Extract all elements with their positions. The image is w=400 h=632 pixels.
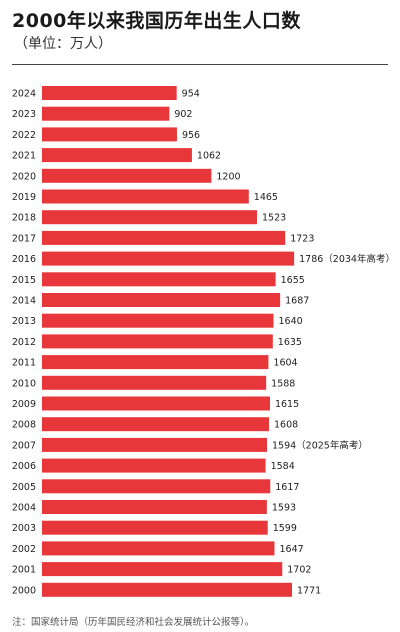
value-label-2024: 954	[182, 89, 200, 100]
category-label-2023: 2023	[12, 109, 36, 120]
category-label-2002: 2002	[12, 544, 36, 555]
bar-2007	[42, 437, 268, 452]
value-label-2001: 1702	[287, 565, 311, 576]
category-label-2012: 2012	[12, 337, 36, 348]
category-label-2006: 2006	[12, 461, 36, 472]
category-label-2009: 2009	[12, 399, 36, 410]
category-label-2021: 2021	[12, 151, 36, 162]
value-label-2019: 1465	[254, 192, 278, 203]
bar-2019	[42, 189, 249, 204]
category-label-2015: 2015	[12, 275, 36, 286]
bar-2024	[42, 86, 177, 100]
bar-2014	[42, 293, 281, 307]
bar-2006	[42, 458, 266, 473]
category-label-2001: 2001	[12, 565, 36, 576]
category-label-2016: 2016	[12, 254, 36, 265]
bar-2020	[42, 168, 212, 183]
category-label-2004: 2004	[12, 503, 36, 514]
bar-2015	[42, 272, 276, 287]
category-label-2005: 2005	[12, 482, 36, 493]
bar-2008	[42, 417, 269, 432]
value-label-2002: 1647	[279, 544, 303, 555]
value-label-2016: 1786（2034年高考）	[299, 253, 395, 265]
value-label-2008: 1608	[274, 420, 298, 431]
value-label-2017: 1723	[290, 233, 314, 244]
category-label-2019: 2019	[12, 192, 36, 203]
value-label-2010: 1588	[271, 378, 295, 389]
value-label-2009: 1615	[275, 399, 299, 410]
bar-2002	[42, 541, 275, 556]
bar-2017	[42, 230, 286, 245]
value-label-2018: 1523	[262, 213, 286, 224]
bar-2022	[42, 127, 177, 142]
category-label-2018: 2018	[12, 213, 36, 224]
chart-title: 2000年以来我国历年出生人口数	[12, 10, 301, 32]
value-label-2015: 1655	[281, 275, 305, 286]
bar-2013	[42, 313, 274, 328]
title-divider	[12, 64, 388, 65]
bar-2004	[42, 500, 267, 514]
value-label-2012: 1635	[278, 337, 302, 348]
category-label-2000: 2000	[12, 585, 36, 596]
bar-2016	[42, 251, 295, 266]
value-label-2021: 1062	[197, 151, 221, 162]
bar-2005	[42, 479, 271, 494]
category-label-2003: 2003	[12, 523, 36, 534]
bar-2001	[42, 562, 283, 577]
value-label-2007: 1594（2025年高考）	[272, 439, 368, 451]
bar-2023	[42, 106, 170, 121]
bar-2021	[42, 148, 192, 163]
value-label-2000: 1771	[297, 585, 321, 596]
source-note: 注：国家统计局（历年国民经济和社会发展统计公报等）。	[12, 617, 255, 628]
category-label-2024: 2024	[12, 89, 36, 100]
chart-subtitle: （单位：万人）	[14, 36, 112, 52]
value-label-2014: 1687	[285, 296, 309, 307]
category-label-2011: 2011	[12, 358, 36, 369]
bar-2012	[42, 334, 273, 349]
bar-2003	[42, 520, 268, 535]
value-label-2023: 902	[174, 109, 192, 120]
category-label-2020: 2020	[12, 171, 36, 182]
value-label-2005: 1617	[275, 482, 299, 493]
value-label-2011: 1604	[273, 358, 297, 369]
bar-2011	[42, 355, 269, 370]
value-label-2003: 1599	[273, 523, 297, 534]
value-label-2013: 1640	[279, 316, 303, 327]
value-label-2004: 1593	[272, 503, 296, 514]
bar-2009	[42, 396, 270, 411]
bar-2000	[42, 582, 292, 597]
category-label-2008: 2008	[12, 420, 36, 431]
category-label-2010: 2010	[12, 378, 36, 389]
value-label-2006: 1584	[271, 461, 295, 472]
bar-2010	[42, 375, 267, 390]
category-label-2007: 2007	[12, 440, 36, 451]
category-label-2017: 2017	[12, 233, 36, 244]
value-label-2020: 1200	[216, 171, 240, 182]
birth-population-bar-chart: 2024 954 2023 902 2022 956 2021 1062 2020 1200 201…	[12, 86, 395, 597]
bar-2018	[42, 210, 257, 225]
category-label-2022: 2022	[12, 130, 36, 141]
value-label-2022: 956	[182, 130, 200, 141]
category-label-2013: 2013	[12, 316, 36, 327]
category-label-2014: 2014	[12, 296, 36, 307]
